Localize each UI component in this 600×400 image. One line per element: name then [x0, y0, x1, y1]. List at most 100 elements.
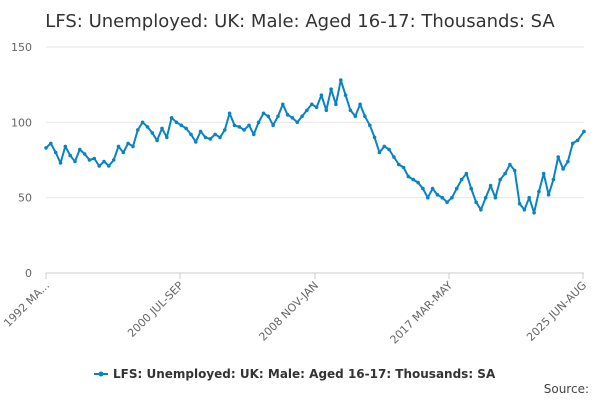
data-point[interactable] — [329, 87, 333, 91]
data-point[interactable] — [551, 177, 556, 182]
data-point[interactable] — [537, 189, 541, 194]
data-point[interactable] — [541, 171, 546, 176]
data-point[interactable] — [570, 141, 575, 146]
data-point[interactable] — [92, 156, 97, 161]
data-point[interactable] — [126, 141, 130, 146]
data-point[interactable] — [266, 114, 271, 119]
data-point[interactable] — [97, 164, 101, 168]
data-point[interactable] — [213, 132, 217, 137]
data-point[interactable] — [440, 195, 445, 200]
data-point[interactable] — [160, 126, 164, 131]
data-point[interactable] — [527, 195, 531, 200]
data-point[interactable] — [324, 108, 329, 113]
data-point[interactable] — [517, 201, 522, 206]
data-point[interactable] — [454, 186, 459, 191]
data-point[interactable] — [63, 144, 68, 149]
data-point[interactable] — [49, 141, 53, 146]
data-point[interactable] — [469, 186, 474, 191]
data-point[interactable] — [179, 123, 184, 128]
data-point[interactable] — [227, 111, 232, 116]
data-point[interactable] — [358, 102, 362, 107]
data-point[interactable] — [290, 116, 295, 120]
data-point[interactable] — [53, 150, 58, 155]
data-point[interactable] — [276, 114, 280, 119]
data-point[interactable] — [116, 144, 121, 149]
data-point[interactable] — [305, 108, 309, 113]
data-point[interactable] — [223, 128, 227, 132]
data-point[interactable] — [406, 174, 411, 179]
data-point[interactable] — [78, 147, 82, 152]
data-point[interactable] — [237, 125, 242, 129]
data-point[interactable] — [247, 123, 251, 128]
data-point[interactable] — [512, 168, 517, 173]
data-point[interactable] — [281, 102, 285, 107]
data-point[interactable] — [348, 108, 353, 113]
data-point[interactable] — [261, 111, 266, 116]
data-point[interactable] — [131, 144, 135, 149]
data-point[interactable] — [382, 144, 387, 149]
data-point[interactable] — [368, 123, 372, 128]
data-point[interactable] — [150, 131, 155, 135]
data-point[interactable] — [102, 159, 106, 164]
data-point[interactable] — [339, 78, 343, 82]
data-point[interactable] — [252, 132, 256, 137]
data-point[interactable] — [68, 153, 72, 158]
data-point[interactable] — [300, 114, 304, 119]
data-point[interactable] — [174, 120, 179, 125]
data-point[interactable] — [198, 129, 203, 134]
data-point[interactable] — [459, 177, 464, 182]
data-point[interactable] — [194, 140, 198, 144]
data-point[interactable] — [464, 171, 469, 176]
data-point[interactable] — [295, 120, 300, 125]
data-point[interactable] — [82, 152, 87, 156]
data-point[interactable] — [522, 207, 527, 212]
data-point[interactable] — [575, 138, 580, 143]
data-point[interactable] — [556, 155, 560, 159]
data-point[interactable] — [532, 210, 536, 215]
data-point[interactable] — [165, 135, 169, 140]
data-point[interactable] — [493, 195, 498, 200]
data-point[interactable] — [208, 137, 213, 141]
data-point[interactable] — [111, 158, 116, 162]
legend[interactable]: LFS: Unemployed: UK: Male: Aged 16-17: T… — [94, 367, 496, 381]
data-point[interactable] — [435, 192, 440, 197]
data-point[interactable] — [498, 177, 503, 182]
data-point[interactable] — [421, 186, 425, 191]
data-point[interactable] — [140, 120, 145, 125]
data-point[interactable] — [285, 113, 290, 117]
data-point[interactable] — [426, 195, 430, 200]
data-point[interactable] — [58, 161, 63, 165]
data-point[interactable] — [416, 180, 420, 185]
data-point[interactable] — [343, 93, 348, 97]
data-point[interactable] — [508, 162, 512, 167]
data-point[interactable] — [561, 167, 565, 171]
data-point[interactable] — [483, 195, 488, 200]
data-point[interactable] — [353, 114, 358, 119]
data-point[interactable] — [203, 135, 208, 140]
data-point[interactable] — [582, 129, 586, 134]
data-point[interactable] — [242, 128, 246, 132]
data-point[interactable] — [411, 177, 416, 182]
data-point[interactable] — [121, 150, 126, 155]
data-point[interactable] — [377, 150, 382, 155]
data-point[interactable] — [218, 135, 222, 140]
data-point[interactable] — [319, 93, 324, 97]
data-point[interactable] — [387, 147, 391, 152]
data-point[interactable] — [184, 126, 188, 131]
data-point[interactable] — [155, 138, 159, 143]
data-point[interactable] — [450, 195, 454, 200]
data-point[interactable] — [73, 159, 77, 164]
data-point[interactable] — [256, 120, 261, 125]
data-point[interactable] — [503, 171, 507, 176]
data-point[interactable] — [372, 135, 377, 140]
data-point[interactable] — [430, 186, 435, 191]
data-point[interactable] — [136, 128, 140, 132]
data-point[interactable] — [566, 159, 570, 164]
data-point[interactable] — [479, 207, 483, 212]
data-point[interactable] — [546, 192, 551, 197]
data-point[interactable] — [363, 114, 367, 119]
data-point[interactable] — [107, 164, 111, 168]
data-point[interactable] — [334, 102, 338, 107]
data-point[interactable] — [232, 123, 237, 128]
data-point[interactable] — [397, 162, 401, 167]
